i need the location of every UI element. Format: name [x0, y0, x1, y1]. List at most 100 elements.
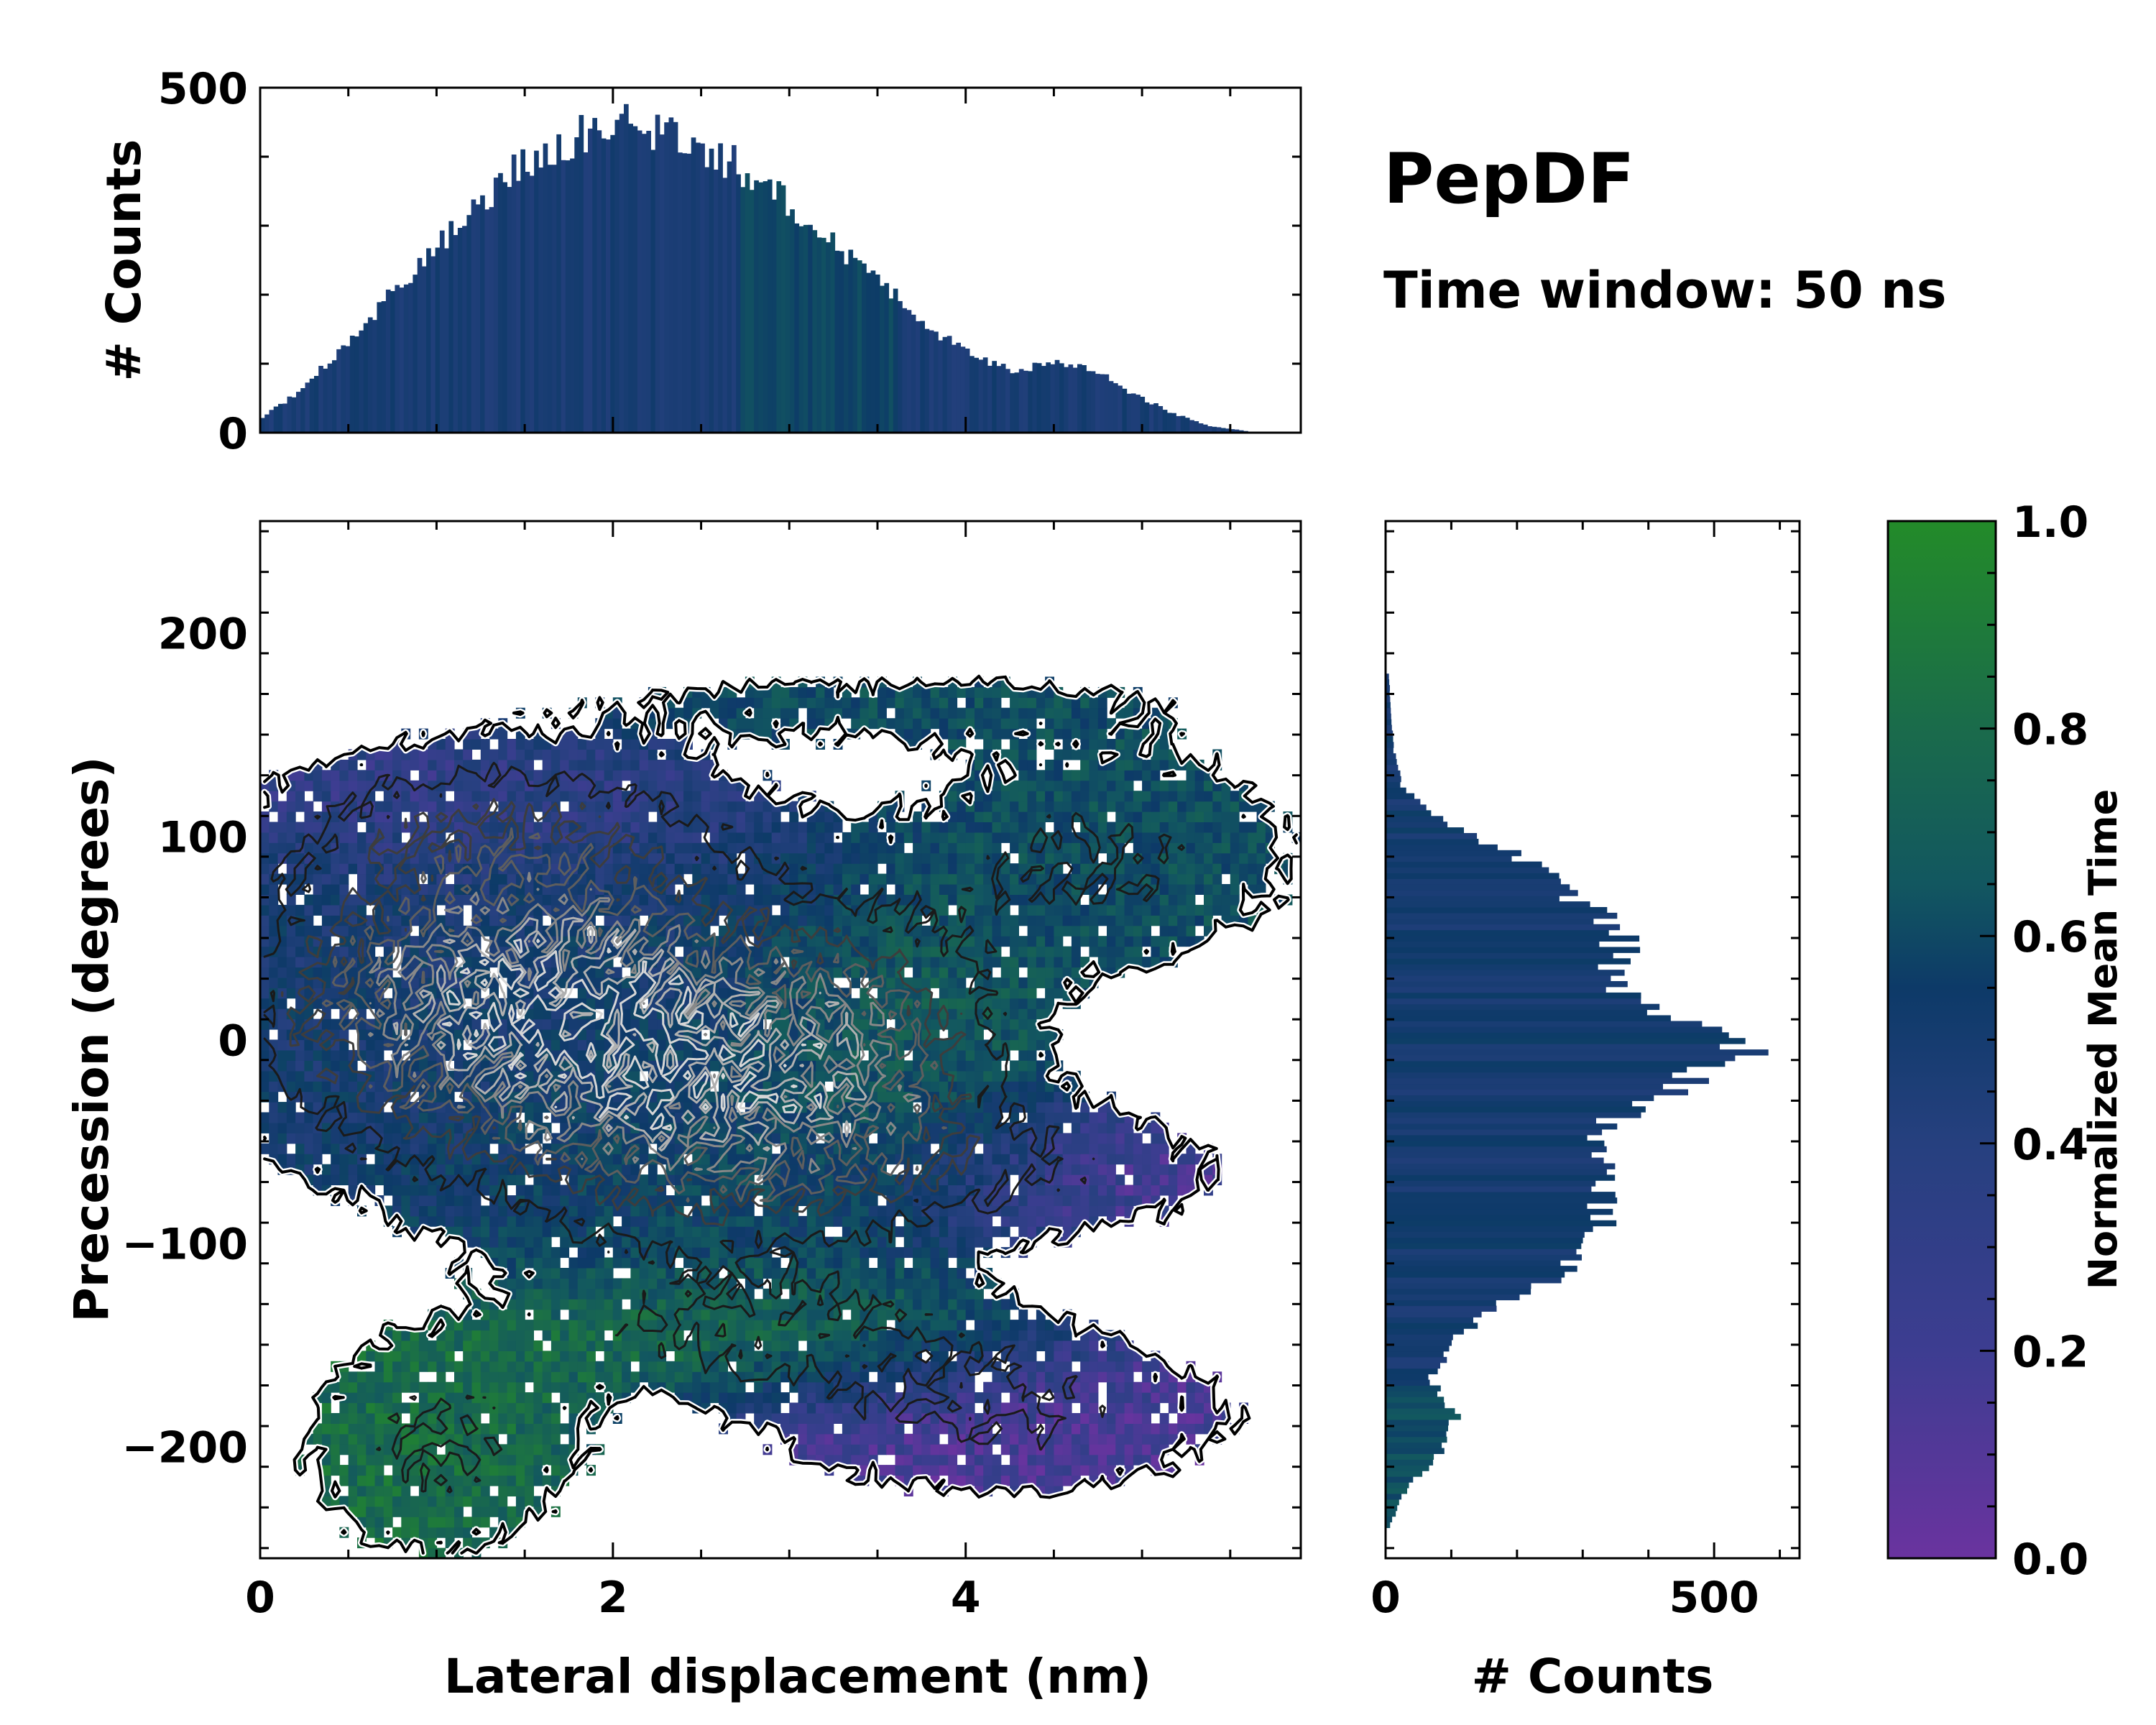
heatmap-cell [1097, 904, 1107, 916]
heatmap-cell [392, 1465, 402, 1476]
heatmap-cell [463, 1215, 473, 1227]
heatmap-cell [886, 1340, 896, 1351]
heatmap-cell [780, 1351, 790, 1362]
heatmap-cell [833, 1361, 843, 1372]
heatmap-cell [471, 1226, 482, 1238]
heatmap-cell [1107, 1133, 1116, 1144]
heatmap-cell [965, 1288, 975, 1300]
heatmap-cell [630, 1299, 640, 1310]
heatmap-cell [525, 1433, 534, 1445]
heatmap-cell [1107, 1205, 1116, 1217]
heatmap-cell [674, 1226, 684, 1238]
heatmap-cell [1000, 1299, 1010, 1310]
heatmap-cell [525, 1454, 534, 1466]
heatmap-cell [1027, 1454, 1037, 1466]
heatmap-cell [1027, 1351, 1037, 1362]
heatmap-cell [331, 1444, 341, 1455]
heatmap-cell [622, 1381, 631, 1393]
heatmap-cell [1036, 1195, 1046, 1206]
heatmap-cell [992, 977, 1002, 988]
heatmap-cell [745, 894, 755, 906]
heatmap-cell [965, 1423, 975, 1435]
heatmap-cell [560, 1340, 570, 1351]
heatmap-cell [948, 1143, 958, 1154]
heatmap-cell [1018, 1049, 1028, 1061]
heatmap-cell [824, 1257, 834, 1269]
heatmap-cell [798, 1309, 808, 1320]
heatmap-cell [542, 1257, 552, 1269]
heatmap-cell [824, 1454, 834, 1466]
heatmap-cell [454, 1444, 464, 1455]
heatmap-cell [1010, 957, 1019, 968]
heatmap-cell [1151, 1154, 1161, 1165]
heatmap-cell [436, 1143, 446, 1154]
heatmap-cell [586, 1195, 596, 1206]
heatmap-cell [1000, 1465, 1010, 1476]
heatmap-cell [392, 1133, 402, 1144]
heatmap-cell [975, 1112, 984, 1123]
heatmap-cell [1186, 1164, 1196, 1175]
heatmap-cell [383, 1371, 393, 1383]
heatmap-cell [1115, 1340, 1125, 1351]
heatmap-cell [357, 1486, 367, 1496]
heatmap-cell [480, 1465, 490, 1476]
heatmap-cell [313, 1049, 323, 1061]
heatmap-cell [480, 1423, 490, 1435]
heatmap-cell [321, 967, 331, 978]
heatmap-cell [727, 915, 737, 926]
heatmap-cell [1124, 1381, 1134, 1393]
heatmap-cell [886, 1288, 896, 1300]
heatmap-cell [930, 1247, 940, 1259]
heatmap-cell [463, 1527, 473, 1538]
heatmap-cell [612, 1257, 622, 1269]
heatmap-cell [269, 1081, 279, 1092]
heatmap-cell [833, 1049, 843, 1061]
heatmap-cell [868, 1340, 878, 1351]
heatmap-cell [754, 1268, 764, 1279]
heatmap-cell [665, 1226, 676, 1238]
heatmap-cell [1027, 1465, 1037, 1476]
heatmap-cell [1159, 1184, 1169, 1196]
heatmap-cell [392, 1330, 402, 1341]
heatmap-cell [1062, 1102, 1072, 1113]
heatmap-cell [542, 1392, 552, 1404]
heatmap-cell [948, 1184, 958, 1196]
heatmap-cell [806, 1299, 816, 1310]
heatmap-cell [454, 1517, 464, 1528]
heatmap-cell [560, 1268, 570, 1279]
heatmap-cell [745, 1236, 755, 1248]
heatmap-cell [1089, 1381, 1099, 1393]
heatmap-cell [1186, 1413, 1196, 1424]
heatmap-cell [401, 1381, 411, 1393]
heatmap-cell [630, 1205, 640, 1217]
heatmap-cell [604, 1278, 614, 1289]
heatmap-cell [957, 998, 967, 1009]
heatmap-cell [992, 1320, 1002, 1331]
heatmap-cell [719, 1122, 728, 1133]
heatmap-cell [1142, 1174, 1151, 1186]
heatmap-cell [286, 925, 296, 937]
heatmap-cell [454, 1205, 464, 1217]
heatmap-cell [983, 915, 993, 926]
heatmap-cell [665, 1268, 676, 1279]
heatmap-cell [286, 1133, 296, 1144]
heatmap-cell [1027, 1091, 1037, 1103]
heatmap-cell [692, 967, 702, 978]
heatmap-cell [463, 1402, 473, 1414]
heatmap-cell [939, 1257, 949, 1269]
heatmap-cell [489, 884, 499, 895]
heatmap-cell [428, 1143, 438, 1154]
heatmap-cell [463, 1475, 473, 1486]
heatmap-cell [868, 1195, 878, 1206]
heatmap-cell [745, 1257, 755, 1269]
heatmap-cell [498, 1496, 508, 1507]
heatmap-cell [331, 1454, 341, 1466]
heatmap-cell [939, 1247, 949, 1259]
heatmap-cell [1027, 1018, 1037, 1030]
heatmap-cell [1151, 904, 1161, 916]
heatmap-cell [1124, 1392, 1134, 1404]
heatmap-cell [921, 1423, 931, 1435]
heatmap-cell [816, 1268, 825, 1279]
heatmap-cell [374, 1475, 384, 1486]
heatmap-cell [895, 1361, 905, 1372]
